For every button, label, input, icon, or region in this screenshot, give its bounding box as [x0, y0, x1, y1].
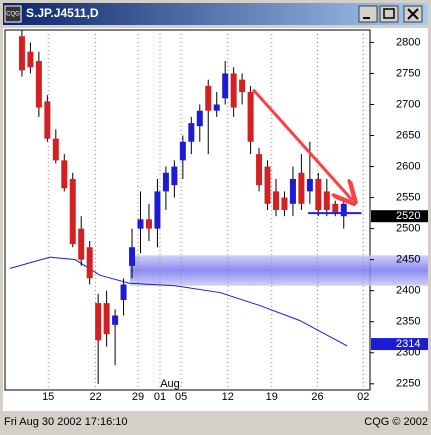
- candle-body: [256, 154, 263, 186]
- candle-body: [196, 110, 203, 127]
- y-tick-label: 2400: [396, 285, 420, 297]
- x-tick-label: 12: [222, 391, 234, 403]
- candle-body: [205, 85, 212, 111]
- candle-body: [272, 191, 279, 210]
- status-time: Fri Aug 30 2002 17:16:10: [4, 416, 128, 428]
- y-tick-label: 2550: [396, 191, 420, 203]
- y-tick-label: 2350: [396, 316, 420, 328]
- x-tick-label: 01: [154, 391, 166, 403]
- candle-body: [213, 104, 220, 111]
- y-tick-label: 2650: [396, 129, 420, 141]
- candle-body: [61, 160, 68, 189]
- candle-body: [112, 315, 119, 325]
- candle-body: [69, 178, 76, 245]
- y-tick-label: 2750: [396, 67, 420, 79]
- candle-body: [281, 197, 288, 210]
- price-zone: [129, 255, 428, 286]
- candle-body: [222, 73, 229, 99]
- candle-body: [239, 79, 246, 93]
- candle-body: [86, 247, 93, 279]
- candle-body: [171, 166, 178, 186]
- plot: 15 22 29 01 05 12 19 26 022250230023502400245025…: [9, 30, 428, 403]
- app-icon: [4, 5, 22, 23]
- y-tick-label: 2250: [396, 378, 420, 390]
- price-tag-label: 2314: [396, 338, 420, 350]
- x-tick-label: 22: [89, 391, 101, 403]
- trend-line: [252, 88, 352, 200]
- candle-body: [27, 51, 34, 68]
- chart-area: [3, 28, 428, 411]
- price-tag: [371, 338, 428, 351]
- close-button[interactable]: [403, 5, 423, 23]
- app-icon-text: CQG: [6, 12, 20, 18]
- candle-body: [18, 36, 25, 71]
- x-tick-label: 19: [266, 391, 278, 403]
- maximize-button[interactable]: [379, 5, 399, 23]
- y-tick-label: 2500: [396, 223, 420, 235]
- status-copyright: CQG © 2002: [364, 416, 428, 428]
- candle-body: [129, 247, 136, 266]
- y-tick-label: 2600: [396, 160, 420, 172]
- candle-body: [35, 61, 42, 108]
- candle-body: [264, 166, 271, 204]
- price-tag: [371, 210, 428, 223]
- candle-body: [145, 219, 152, 229]
- candle-body: [247, 92, 254, 142]
- x-tick-label: 26: [311, 391, 323, 403]
- candle-body: [298, 172, 305, 204]
- candle-body: [306, 178, 313, 192]
- candle-body: [162, 172, 169, 192]
- candle-body: [188, 123, 195, 142]
- candle-body: [340, 203, 347, 217]
- candle-body: [315, 178, 322, 210]
- candle-body: [78, 228, 85, 260]
- x-tick-label: 29: [132, 391, 144, 403]
- x-tick-label: 05: [175, 391, 187, 403]
- candle-body: [289, 178, 296, 204]
- plot-border: [4, 29, 371, 391]
- x-tick-label: 15: [42, 391, 54, 403]
- x-tick-label: 02: [357, 391, 369, 403]
- candle-body: [179, 141, 186, 161]
- candle-body: [52, 138, 59, 161]
- price-tag-label: 2520: [396, 210, 420, 222]
- candle-body: [120, 284, 127, 300]
- moving-average: [9, 256, 348, 347]
- candle-body: [323, 191, 330, 210]
- candle-body: [154, 191, 161, 229]
- y-tick-label: 2800: [396, 36, 420, 48]
- candle-body: [95, 303, 102, 341]
- candle-body: [103, 303, 110, 335]
- window-title: S.JP.J4511,D: [26, 6, 99, 20]
- minimize-button[interactable]: [358, 5, 378, 23]
- month-label: Aug: [160, 378, 180, 390]
- title-bar: [3, 3, 428, 25]
- y-tick-label: 2450: [396, 254, 420, 266]
- candle-body: [230, 73, 237, 108]
- candle-body: [332, 203, 339, 214]
- y-tick-label: 2700: [396, 98, 420, 110]
- candle-body: [44, 101, 51, 139]
- candle-body: [137, 219, 144, 229]
